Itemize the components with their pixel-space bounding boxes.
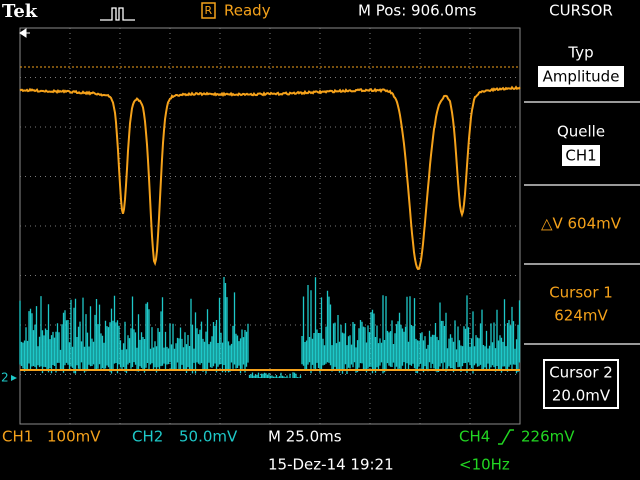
- cursor-1-label[interactable]: Cursor 1: [549, 284, 613, 302]
- trigger-level: 226mV: [521, 428, 575, 446]
- trigger-icon: [100, 7, 135, 21]
- position: M Pos: 906.0ms: [358, 2, 477, 20]
- ch1-label: CH1: [2, 428, 33, 446]
- ch2-trace: [19, 277, 521, 378]
- menu-value[interactable]: CH1: [565, 147, 596, 165]
- menu-value[interactable]: Amplitude: [543, 68, 620, 86]
- menu-value-box[interactable]: [538, 66, 624, 87]
- menu-title: CURSOR: [549, 2, 613, 20]
- waveforms: [19, 85, 521, 378]
- cursor-2-value[interactable]: 20.0mV: [552, 387, 611, 405]
- ch4-label: CH4: [459, 428, 490, 446]
- ch2-scale: 50.0mV: [179, 428, 238, 446]
- slope-icon: [498, 429, 514, 445]
- timebase: M 25.0ms: [268, 428, 342, 446]
- ch2-marker: 2: [1, 371, 9, 385]
- ch2-marker-arrow: [11, 375, 17, 381]
- ch1-scale: 100mV: [47, 428, 101, 446]
- frequency: <10Hz: [459, 456, 510, 474]
- cursor-2-label[interactable]: Cursor 2: [549, 364, 613, 382]
- menu-label: Quelle: [557, 123, 605, 141]
- run-icon-letter: R: [205, 4, 213, 17]
- datetime: 15-Dez-14 19:21: [268, 456, 394, 474]
- run-icon: [201, 2, 216, 19]
- menu-label: Typ: [567, 44, 593, 62]
- ch2-label: CH2: [132, 428, 163, 446]
- cursor-1-value[interactable]: 624mV: [554, 307, 608, 325]
- ch1-trace: [19, 85, 521, 271]
- trigger-position-marker: [19, 28, 30, 38]
- cursor-2-box[interactable]: [543, 359, 619, 409]
- brand: Tek: [2, 1, 38, 22]
- delta-readout: △V 604mV: [541, 215, 622, 233]
- menu-value-box[interactable]: [562, 145, 600, 166]
- trigger-state: Ready: [224, 2, 271, 20]
